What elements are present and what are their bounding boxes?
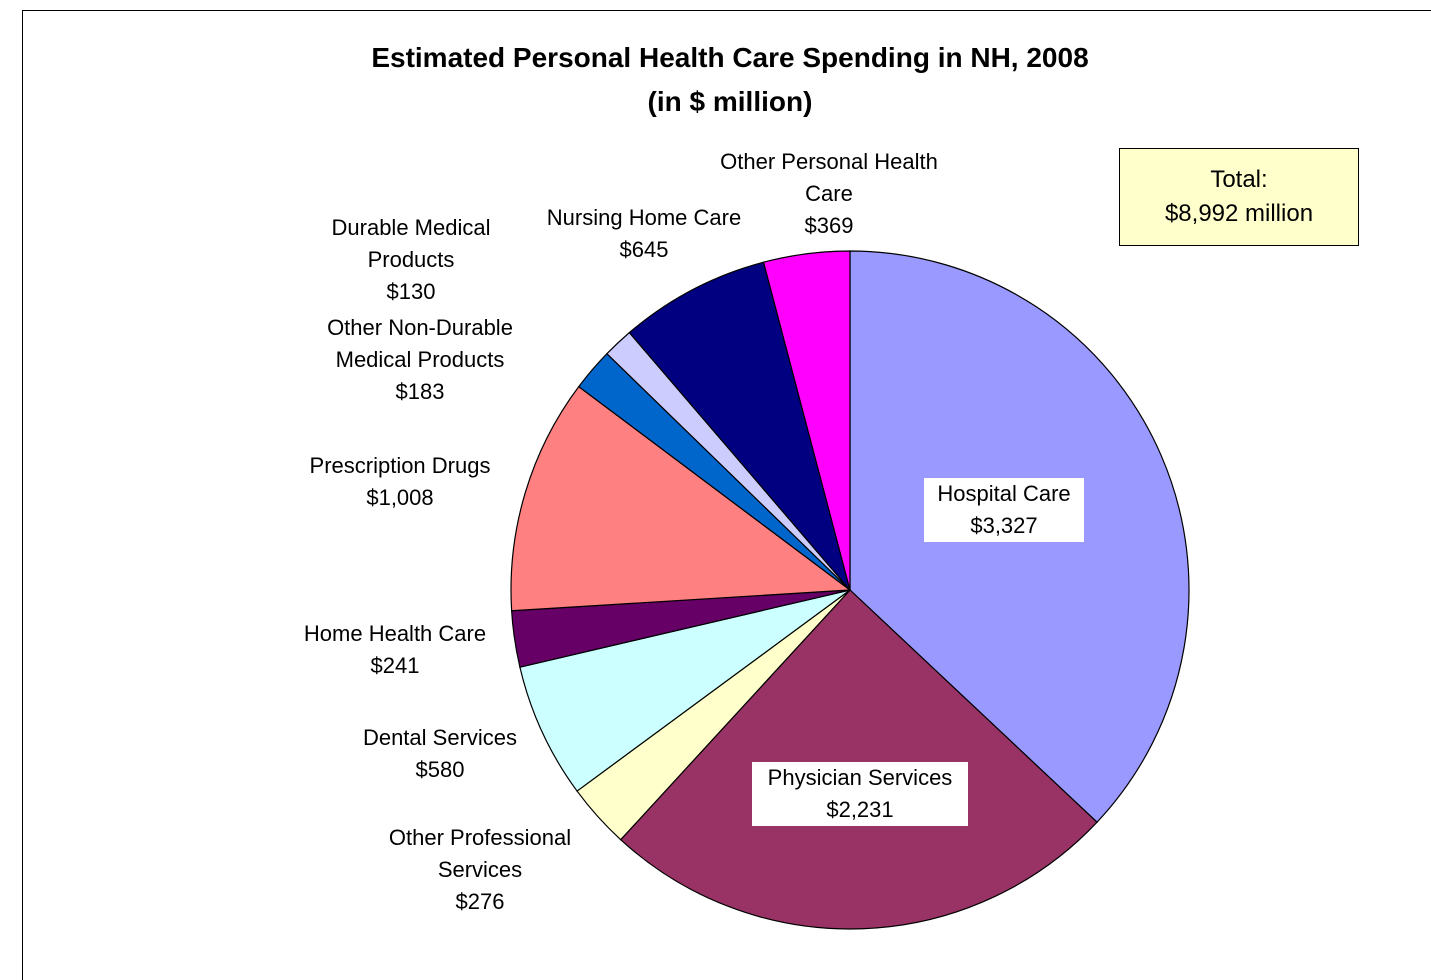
slice-label: Prescription Drugs $1,008 [280,450,520,514]
slice-label: Nursing Home Care $645 [519,202,769,266]
chart-title: Estimated Personal Health Care Spending … [371,42,1089,73]
slice-label: Other Non-Durable Medical Products $183 [300,312,540,408]
category-label: Other Non-Durable Medical Products [327,315,513,372]
pie-slice [510,385,852,612]
value-label: $241 [370,653,420,678]
value-label: $3,327 [970,513,1038,538]
category-label: Nursing Home Care [546,205,742,230]
slice-label: Durable Medical Products $130 [311,212,511,308]
value-label: $1,008 [366,485,434,510]
pie [510,250,1190,930]
slice-label: Hospital Care $3,327 [924,478,1084,542]
pie-slice [762,250,851,591]
category-label: Physician Services [767,765,953,790]
pie-slice [519,589,851,792]
slice-label: Physician Services $2,231 [752,762,968,826]
category-label: Prescription Drugs [309,453,491,478]
slice-label: Dental Services $580 [330,722,550,786]
category-label: Other Personal Health Care [720,149,938,206]
slice-label: Other Professional Services $276 [365,822,595,918]
pie-slice [628,261,851,591]
category-label: Home Health Care [303,621,487,646]
chart-frame [22,10,1431,980]
annotation: $8,992 million [1164,200,1314,227]
category-label: Hospital Care [937,481,1071,506]
value-label: $645 [619,237,669,262]
category-label: Dental Services [362,725,518,750]
slice-label: Home Health Care $241 [275,618,515,682]
value-label: $2,231 [826,797,894,822]
category-label: Durable Medical Products [331,215,491,272]
value-label: $276 [455,889,505,914]
value-label: $130 [386,279,436,304]
total-box: Total: $8,992 million [1119,148,1359,246]
value-label: $183 [395,379,445,404]
slice-label: Other Personal Health Care $369 [694,146,964,242]
category-label: Other Professional Services [388,825,572,882]
pie-slice [619,589,1098,930]
annotation: Total: [1210,166,1268,193]
value-label: $580 [415,757,465,782]
chart-subtitle: (in $ million) [647,86,813,117]
value-label: $369 [804,213,854,238]
